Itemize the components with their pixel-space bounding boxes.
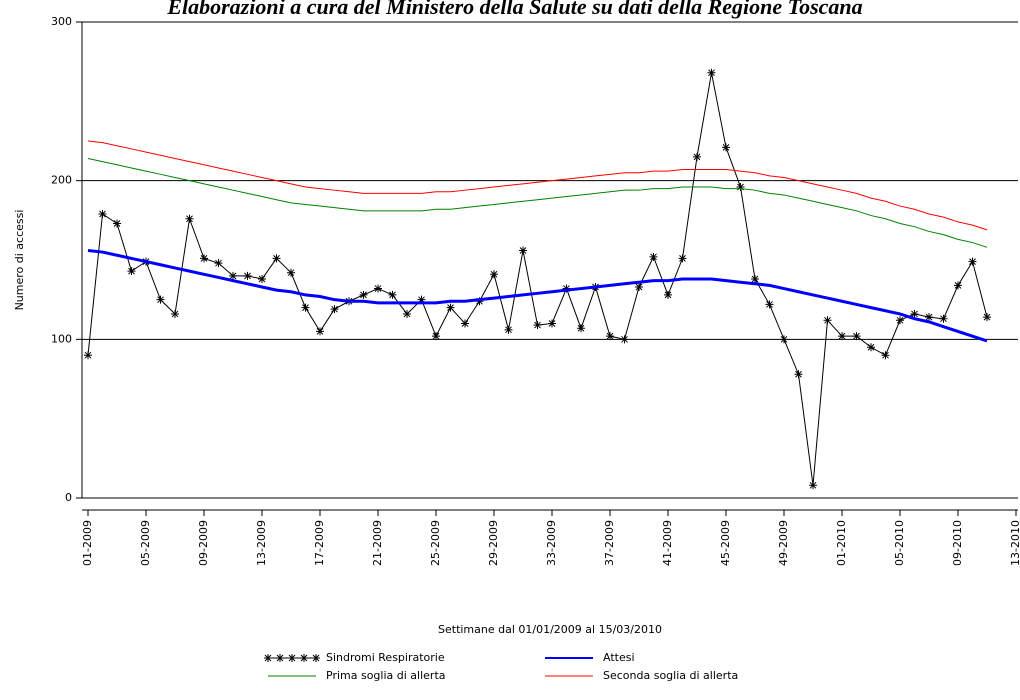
- point-marker: [388, 290, 397, 299]
- point-marker: [751, 275, 759, 284]
- point-marker: [664, 290, 672, 299]
- point-marker: [359, 290, 368, 299]
- point-marker: [823, 316, 832, 325]
- point-marker: [264, 654, 272, 662]
- point-marker: [98, 209, 107, 218]
- y-tick-label: 200: [51, 174, 72, 187]
- x-tick-label: 05-2010: [893, 520, 906, 566]
- point-marker: [548, 319, 556, 328]
- point-marker: [156, 295, 165, 304]
- point-marker: [968, 257, 977, 266]
- x-tick-label: 49-2009: [777, 520, 790, 566]
- point-marker: [84, 351, 92, 360]
- markers: [84, 68, 991, 490]
- x-axis-label: Settimane dal 01/01/2009 al 15/03/2010: [438, 623, 662, 636]
- point-marker: [896, 316, 904, 325]
- x-tick-label: 13-2009: [255, 520, 268, 566]
- point-marker: [229, 271, 237, 280]
- x-tick-label: 41-2009: [661, 520, 674, 566]
- point-marker: [606, 332, 614, 341]
- point-marker: [809, 481, 817, 490]
- x-tick-label: 01-2009: [81, 520, 94, 566]
- point-marker: [736, 183, 745, 192]
- x-tick-label: 37-2009: [603, 520, 616, 566]
- series-line: [87, 140, 988, 231]
- y-axis-label: Numero di accessi: [13, 210, 26, 311]
- point-marker: [301, 303, 310, 312]
- point-marker: [312, 654, 320, 662]
- point-marker: [635, 282, 643, 291]
- point-marker: [171, 309, 179, 318]
- point-marker: [910, 309, 919, 318]
- point-marker: [417, 295, 426, 304]
- x-tick-label: 01-2010: [835, 520, 848, 566]
- legend-label: Prima soglia di allerta: [326, 669, 446, 682]
- point-marker: [446, 303, 455, 312]
- x-tick-label: 17-2009: [313, 520, 326, 566]
- point-marker: [200, 254, 208, 263]
- x-tick-label: 29-2009: [487, 520, 500, 566]
- point-marker: [577, 324, 585, 333]
- x-tick-label: 05-2009: [139, 520, 152, 566]
- point-marker: [794, 370, 803, 379]
- point-marker: [403, 309, 411, 318]
- point-marker: [475, 297, 484, 306]
- point-marker: [272, 254, 281, 263]
- point-marker: [330, 305, 339, 314]
- point-marker: [649, 252, 658, 261]
- legend-label: Attesi: [603, 651, 635, 664]
- series-line: [87, 157, 988, 248]
- point-marker: [185, 214, 194, 223]
- point-marker: [983, 313, 991, 322]
- point-marker: [504, 325, 513, 334]
- point-marker: [533, 321, 542, 330]
- point-marker: [765, 300, 774, 309]
- chart-title: Elaborazioni a cura del Ministero della …: [166, 0, 862, 19]
- point-marker: [562, 284, 571, 293]
- legend-markers: [264, 654, 320, 662]
- point-marker: [374, 284, 382, 293]
- point-marker: [276, 654, 284, 662]
- point-marker: [954, 281, 962, 290]
- point-marker: [113, 219, 121, 228]
- x-tick-label: 09-2009: [197, 520, 210, 566]
- point-marker: [432, 332, 440, 341]
- point-marker: [722, 143, 730, 152]
- point-marker: [490, 270, 498, 279]
- x-tick-label: 21-2009: [371, 520, 384, 566]
- point-marker: [287, 268, 295, 277]
- point-marker: [867, 343, 875, 352]
- x-tick-label: 33-2009: [545, 520, 558, 566]
- point-marker: [925, 313, 933, 322]
- x-tick-label: 45-2009: [719, 520, 732, 566]
- point-marker: [780, 335, 788, 344]
- point-marker: [288, 654, 296, 662]
- y-tick-label: 300: [51, 15, 72, 28]
- x-tick-label: 25-2009: [429, 520, 442, 566]
- point-marker: [881, 351, 890, 360]
- x-tick-label: 09-2010: [951, 520, 964, 566]
- y-tick-label: 0: [65, 491, 72, 504]
- x-tick-label: 13-2010: [1009, 520, 1020, 566]
- point-marker: [678, 254, 687, 263]
- point-marker: [243, 271, 252, 280]
- point-marker: [258, 275, 266, 284]
- legend-label: Sindromi Respiratorie: [326, 651, 445, 664]
- point-marker: [693, 152, 701, 161]
- point-marker: [214, 259, 223, 268]
- y-tick-label: 100: [51, 332, 72, 345]
- point-marker: [620, 335, 629, 344]
- point-marker: [300, 654, 308, 662]
- point-marker: [939, 314, 948, 323]
- legend-label: Seconda soglia di allerta: [603, 669, 738, 682]
- point-marker: [127, 267, 136, 276]
- point-marker: [519, 246, 527, 255]
- point-marker: [316, 327, 324, 336]
- point-marker: [707, 68, 716, 77]
- point-marker: [838, 332, 846, 341]
- series-line: [87, 248, 988, 343]
- point-marker: [461, 319, 469, 328]
- point-marker: [852, 332, 861, 341]
